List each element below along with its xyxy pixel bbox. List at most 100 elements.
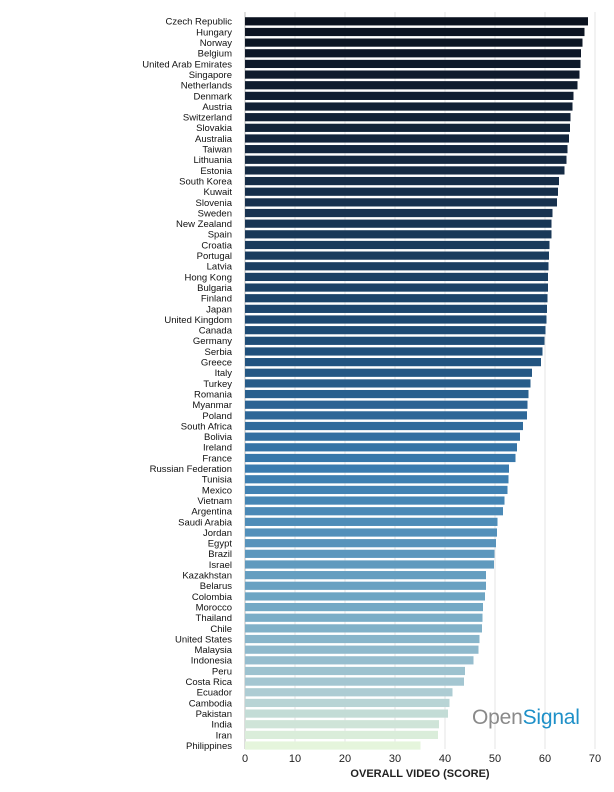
bar-vietnam xyxy=(245,496,505,505)
category-label: Russian Federation xyxy=(150,464,232,475)
bar-austria xyxy=(245,102,573,111)
bar-pakistan xyxy=(245,709,448,718)
category-label: Israel xyxy=(209,560,232,571)
category-label: Serbia xyxy=(205,347,233,358)
category-label: Portugal xyxy=(197,251,232,262)
bar-cambodia xyxy=(245,698,450,708)
bar-jordan xyxy=(245,528,497,537)
category-label: Bulgaria xyxy=(197,283,233,294)
category-label: Norway xyxy=(200,38,232,49)
bar-south-korea xyxy=(245,176,559,186)
category-labels: Czech RepublicHungaryNorwayBelgiumUnited… xyxy=(142,17,232,752)
bar-latvia xyxy=(245,262,549,271)
bar-mexico xyxy=(245,485,508,495)
x-tick-label: 10 xyxy=(289,753,301,765)
bar-bolivia xyxy=(245,432,520,441)
x-tick-label: 40 xyxy=(439,753,451,765)
bar-singapore xyxy=(245,70,580,79)
bar-netherlands xyxy=(245,81,578,90)
category-label: Brazil xyxy=(208,549,232,560)
category-label: United States xyxy=(175,634,232,645)
bar-slovenia xyxy=(245,198,557,207)
bar-lithuania xyxy=(245,155,567,164)
bar-italy xyxy=(245,368,532,377)
category-label: United Arab Emirates xyxy=(142,59,232,70)
bar-serbia xyxy=(245,347,543,356)
bar-united-states xyxy=(245,634,480,644)
bar-taiwan xyxy=(245,145,568,154)
bar-egypt xyxy=(245,539,496,548)
category-label: Iran xyxy=(216,730,232,741)
bar-switzerland xyxy=(245,113,571,122)
bar-croatia xyxy=(245,240,550,250)
category-label: Sweden xyxy=(198,208,232,219)
bar-germany xyxy=(245,336,545,345)
bar-turkey xyxy=(245,379,531,388)
bar-poland xyxy=(245,411,527,420)
category-label: Vietnam xyxy=(197,496,232,507)
bar-ecuador xyxy=(245,688,453,697)
category-label: Thailand xyxy=(196,613,232,624)
bar-india xyxy=(245,720,439,729)
bars-group xyxy=(245,17,588,750)
bar-czech-republic xyxy=(245,17,588,26)
bar-united-kingdom xyxy=(245,315,547,324)
category-label: Estonia xyxy=(200,166,232,177)
category-label: Saudi Arabia xyxy=(178,517,233,528)
category-label: New Zealand xyxy=(176,219,232,230)
category-label: Egypt xyxy=(208,539,233,550)
bar-bulgaria xyxy=(245,283,548,292)
bar-israel xyxy=(245,560,494,569)
logo-text-signal: Signal xyxy=(522,706,580,729)
category-label: India xyxy=(211,720,232,731)
opensignal-logo: OpenSignal xyxy=(472,706,580,730)
category-label: France xyxy=(202,453,232,464)
bar-belarus xyxy=(245,581,486,590)
category-label: Bolivia xyxy=(204,432,233,443)
category-label: Morocco xyxy=(196,602,232,613)
bar-brazil xyxy=(245,549,495,558)
category-label: South Africa xyxy=(181,421,233,432)
bar-estonia xyxy=(245,166,565,175)
x-tick-label: 20 xyxy=(339,753,351,765)
bar-costa-rica xyxy=(245,677,464,686)
bar-russian-federation xyxy=(245,464,509,473)
bar-portugal xyxy=(245,251,549,260)
bar-chile xyxy=(245,624,482,633)
category-label: Malaysia xyxy=(195,645,233,656)
bar-france xyxy=(245,453,516,463)
bar-iran xyxy=(245,730,438,739)
bar-canada xyxy=(245,326,546,335)
category-label: Latvia xyxy=(207,262,233,273)
bar-south-africa xyxy=(245,421,523,431)
category-label: Austria xyxy=(202,102,232,113)
x-tick-label: 0 xyxy=(242,753,248,765)
category-label: Croatia xyxy=(201,240,232,251)
category-label: Denmark xyxy=(193,91,232,102)
category-label: Canada xyxy=(199,326,233,337)
category-label: Slovenia xyxy=(196,198,233,209)
category-label: Colombia xyxy=(192,592,233,603)
category-label: Poland xyxy=(202,411,232,422)
category-label: Lithuania xyxy=(193,155,232,166)
logo-text-open: Open xyxy=(472,706,523,729)
x-tick-label: 70 xyxy=(589,753,601,765)
bar-kuwait xyxy=(245,187,558,196)
bar-greece xyxy=(245,358,541,367)
category-label: Indonesia xyxy=(191,656,233,667)
category-label: United Kingdom xyxy=(164,315,232,326)
bar-belgium xyxy=(245,49,581,58)
category-label: South Korea xyxy=(179,176,233,187)
category-label: Turkey xyxy=(203,379,232,390)
bar-slovakia xyxy=(245,123,570,132)
category-label: Costa Rica xyxy=(186,677,233,688)
bar-japan xyxy=(245,304,547,313)
category-label: Cambodia xyxy=(189,698,233,709)
category-label: Switzerland xyxy=(183,113,232,124)
category-label: Myanmar xyxy=(192,400,232,411)
category-label: Romania xyxy=(194,389,233,400)
bar-sweden xyxy=(245,208,553,218)
bar-argentina xyxy=(245,507,503,516)
category-label: Italy xyxy=(215,368,233,379)
category-label: Chile xyxy=(210,624,232,635)
